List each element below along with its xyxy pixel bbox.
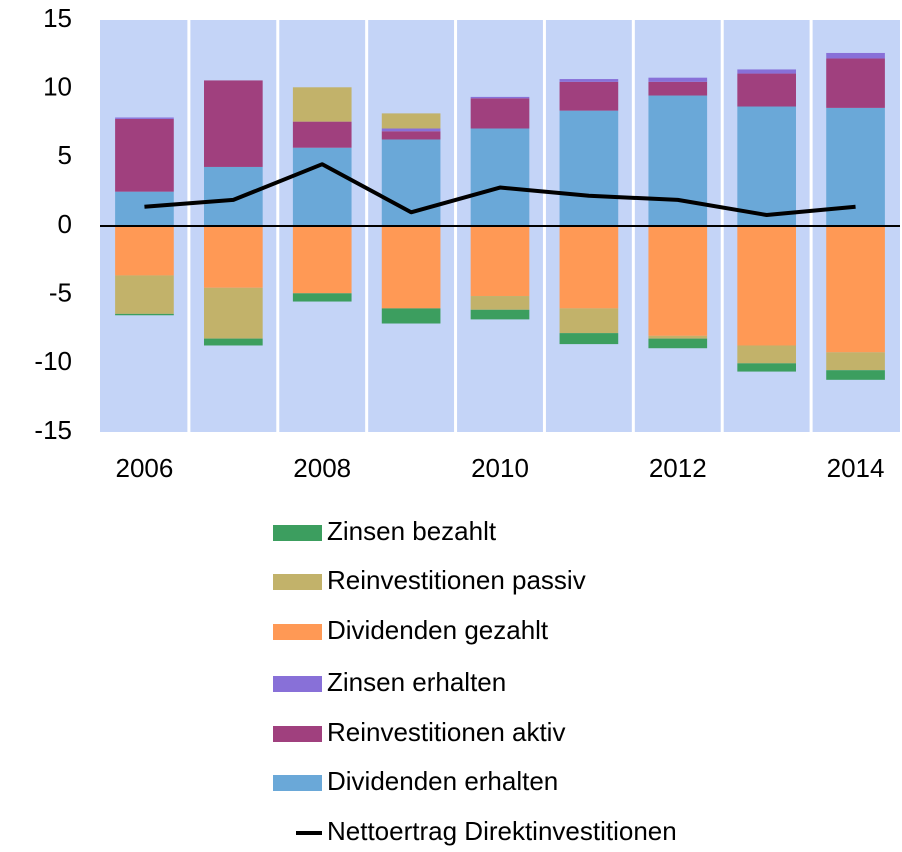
x-tick-label: 2012 [649,453,707,483]
bar-segment [559,110,619,226]
bar-segment [381,128,441,132]
legend-label: Zinsen erhalten [327,667,506,697]
bar-segment [470,96,530,99]
y-tick-label: 5 [58,140,72,170]
bar-segment [381,226,441,309]
x-tick-label: 2006 [116,453,174,483]
bar-segment [115,226,174,276]
bar-segment [381,113,441,129]
bar-segment [648,226,708,336]
bar-segment [204,80,263,167]
bar-segment [559,79,619,82]
bar-segment [115,117,174,119]
bar-segment [292,87,352,122]
bar-segment [737,73,796,107]
legend-label: Dividenden gezahlt [327,615,549,645]
bar-segment [648,338,708,349]
y-tick-label: -10 [34,346,72,376]
bar-segment [115,275,174,314]
legend-swatch [273,525,322,541]
bar-segment [115,118,174,192]
bar-segment [292,226,352,294]
bar-segment [470,309,530,320]
bar-segment [648,335,708,339]
bar-segment [737,345,796,364]
legend-label: Dividenden erhalten [327,766,558,796]
bar-segment [292,293,352,302]
x-tick-label: 2010 [471,453,529,483]
bar-segment [826,370,885,380]
bar-segment [470,128,530,226]
y-tick-label: 10 [43,72,72,102]
legend-label: Reinvestitionen passiv [327,565,586,595]
bar-segment [648,77,708,82]
bar-segment [559,226,619,309]
bar-segment [292,147,352,226]
legend-swatch [273,726,322,742]
bar-segment [826,52,885,59]
bar-segment [470,98,530,129]
bar-segment [204,226,263,288]
bar-segment [559,308,619,334]
legend-label: Zinsen bezahlt [327,516,497,546]
bar-segment [826,352,885,371]
legend-swatch [273,775,322,791]
bar-segment [204,338,263,346]
legend-label: Reinvestitionen aktiv [327,717,565,747]
y-tick-label: -15 [34,415,72,445]
bar-segment [470,226,530,297]
bar-segment [826,107,885,226]
bar-segment [737,226,796,346]
legend-swatch [273,676,322,692]
bar-segment [381,131,441,140]
y-tick-label: -5 [49,278,72,308]
bar-segment [648,81,708,96]
bar-segment [826,226,885,353]
bar-segment [381,308,441,324]
line-series [144,162,856,218]
bar-segment [737,69,796,74]
legend-swatch [273,624,322,640]
bar-segment [292,121,352,148]
bar-segment [204,287,263,339]
x-tick-label: 2014 [827,453,885,483]
bar-segment [648,95,708,227]
y-tick-label: 0 [58,209,72,239]
bar-segment [470,296,530,310]
legend-label: Nettoertrag Direktinvestitionen [327,816,677,846]
bar-segment [115,191,174,226]
bar-segment [826,58,885,108]
bar-segment [204,166,263,226]
bar-segment [559,81,619,111]
legend-swatch [273,574,322,590]
bar-segment [559,333,619,345]
bar-segment [115,313,174,316]
x-tick-label: 2008 [293,453,351,483]
bar-segment [737,363,796,372]
y-tick-label: 15 [43,3,72,33]
bar-segment [737,106,796,226]
